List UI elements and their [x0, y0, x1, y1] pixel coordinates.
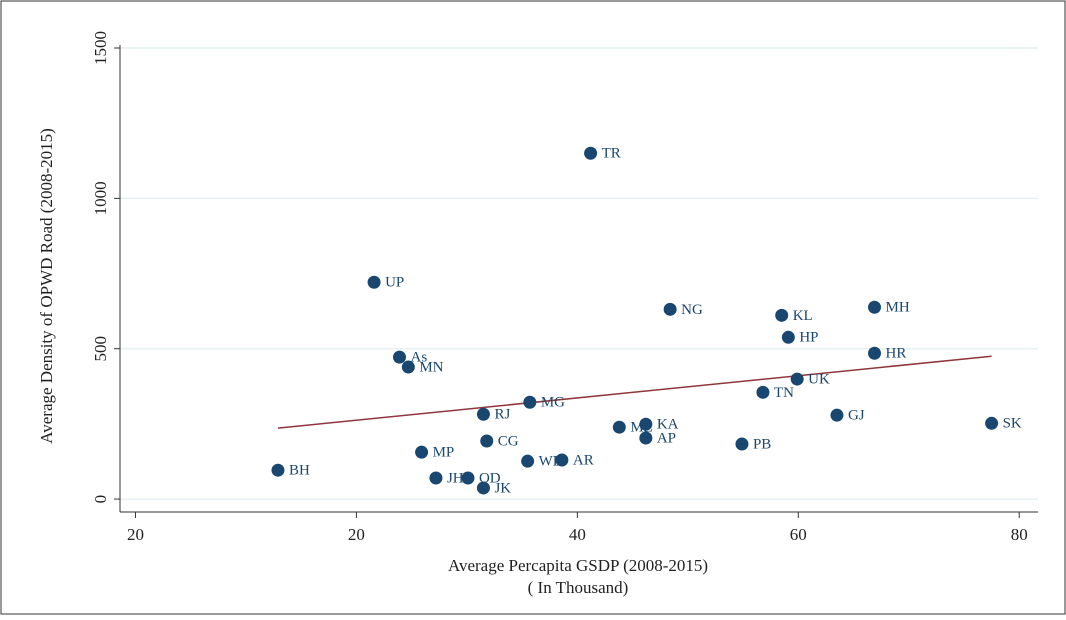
point-label: GJ — [848, 408, 865, 424]
point — [735, 437, 749, 451]
point — [639, 417, 653, 431]
point — [521, 454, 535, 468]
y-tick-label: 500 — [91, 336, 110, 362]
point-label: UP — [385, 275, 404, 291]
x-tick-label: 40 — [569, 525, 586, 544]
point-label: As — [410, 350, 427, 366]
point — [756, 385, 770, 399]
point-label: TN — [774, 385, 794, 401]
point — [401, 360, 415, 374]
point — [271, 463, 285, 477]
point-label: BH — [289, 463, 310, 479]
point — [868, 346, 882, 360]
point — [790, 372, 804, 386]
point — [429, 471, 443, 485]
point — [476, 407, 490, 421]
point — [639, 431, 653, 445]
point — [392, 350, 406, 364]
point-label: CG — [498, 433, 519, 449]
point-label: HR — [886, 346, 907, 362]
point-label: MG — [541, 395, 565, 411]
point-label: RJ — [494, 407, 510, 423]
point-label: AR — [573, 452, 594, 468]
point-label: MN — [419, 359, 443, 375]
point — [523, 395, 537, 409]
y-tick-label: 1500 — [91, 31, 110, 65]
point — [555, 453, 569, 467]
x-axis-label: ( In Thousand) — [528, 578, 629, 597]
x-tick-label: 20 — [127, 525, 144, 544]
y-tick-label: 1000 — [91, 181, 110, 215]
point — [663, 302, 677, 316]
point — [775, 308, 789, 322]
point-label: KA — [657, 417, 679, 433]
point-label: MP — [433, 445, 455, 461]
x-tick-label: 80 — [1011, 525, 1028, 544]
x-axis-label: Average Percapita GSDP (2008-2015) — [448, 556, 708, 575]
point — [781, 330, 795, 344]
point-label: NG — [681, 302, 703, 318]
point-label: JK — [494, 480, 511, 496]
point — [612, 420, 626, 434]
point — [415, 445, 429, 459]
point — [985, 416, 999, 430]
point — [480, 434, 494, 448]
point — [868, 300, 882, 314]
y-axis-label: Average Density of OPWD Road (2008-2015) — [37, 128, 56, 444]
point-label: KL — [793, 308, 813, 324]
x-tick-label: 20 — [348, 525, 365, 544]
point-label: UK — [808, 372, 830, 388]
y-tick-label: 0 — [91, 495, 110, 504]
point-label: JH — [447, 470, 464, 486]
point-label: HP — [799, 330, 818, 346]
point-label: SK — [1003, 416, 1022, 432]
point-label: AP — [657, 430, 676, 446]
point — [830, 408, 844, 422]
point-label: TR — [602, 146, 621, 162]
fit-line — [277, 355, 992, 429]
x-tick-label: 60 — [790, 525, 807, 544]
point-label: PB — [753, 436, 771, 452]
point — [461, 471, 475, 485]
point — [367, 275, 381, 289]
point — [584, 146, 598, 160]
point-label: MH — [886, 300, 910, 316]
point — [476, 481, 490, 495]
